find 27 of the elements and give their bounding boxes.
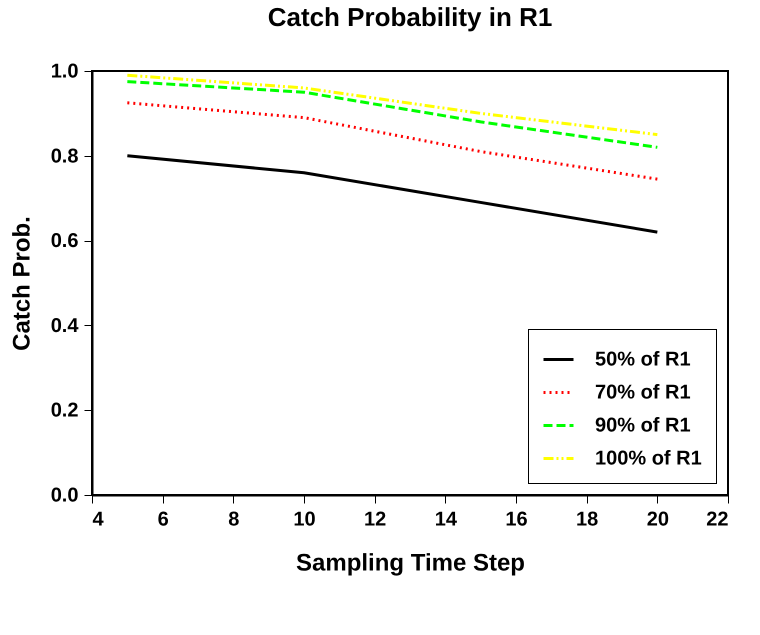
x-tick-label: 18 [576,508,598,530]
legend-label: 50% of R1 [595,348,691,370]
y-tick-label: 0.0 [50,484,78,506]
x-tick-label: 22 [706,508,728,530]
x-tick-label: 4 [92,508,104,530]
y-tick-label: 0.4 [50,314,80,337]
x-tick-label: 10 [293,508,316,530]
x-tick-label: 6 [158,508,169,530]
line-series [126,80,659,149]
y-tick-label: 0.2 [50,400,78,422]
x-tick-label: 12 [364,508,386,530]
x-tick-label: 16 [505,508,528,530]
line-series [126,101,659,181]
x-tick-label: 20 [646,508,669,530]
y-axis-title: Catch Prob. [8,216,36,351]
legend-label: 70% of R1 [595,382,691,404]
x-tick-label: 8 [228,508,240,530]
y-tick-label: 1.0 [50,60,78,82]
y-tick-label: 0.8 [50,145,78,168]
legend-label: 90% of R1 [595,414,691,436]
y-tick-label: 0.6 [50,230,78,252]
chart-title: Catch Probability in R1 [268,2,552,32]
line-series [126,74,659,136]
x-tick-label: 14 [434,508,458,530]
legend-label: 100% of R1 [595,448,702,470]
line-series [126,154,659,234]
x-axis-title: Sampling Time Step [296,550,525,576]
